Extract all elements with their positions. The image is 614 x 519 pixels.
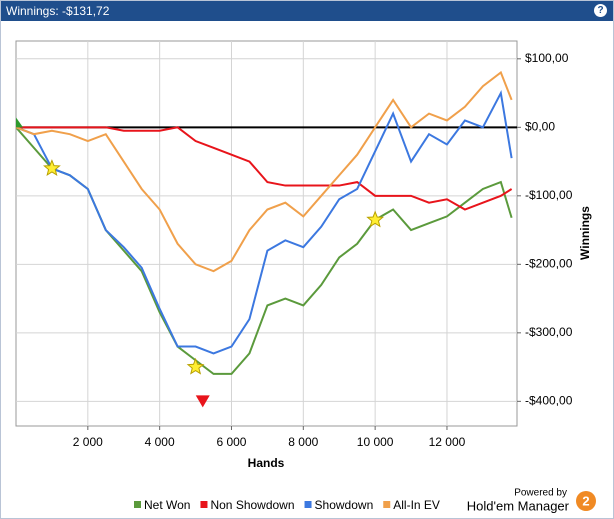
- y-tick-label: -$300,00: [525, 325, 573, 339]
- brand-badge-text: 2: [582, 493, 589, 508]
- y-tick-label: -$400,00: [525, 394, 573, 408]
- chart-title: Winnings: -$131,72: [6, 4, 110, 18]
- legend-label: All-In EV: [393, 498, 440, 512]
- legend-label: Net Won: [144, 498, 190, 512]
- powered-by: Powered by: [514, 488, 567, 499]
- x-tick-label: 12 000: [429, 435, 466, 449]
- legend-label: Non Showdown: [210, 498, 294, 512]
- y-tick-label: $0,00: [525, 119, 555, 133]
- help-button[interactable]: ?: [594, 4, 607, 17]
- brand-name: Hold'em Manager: [467, 498, 570, 513]
- x-tick-label: 6 000: [216, 435, 246, 449]
- marker-star: [186, 357, 205, 375]
- marker-star: [43, 159, 61, 176]
- brand-badge: [576, 491, 596, 511]
- x-tick-label: 8 000: [288, 435, 318, 449]
- x-axis-label: Hands: [248, 456, 285, 470]
- legend-swatch: [134, 501, 141, 508]
- series-line: [16, 126, 513, 211]
- series-line: [16, 70, 513, 273]
- y-tick-label: $100,00: [525, 51, 569, 65]
- x-tick-label: 10 000: [357, 435, 394, 449]
- marker-triangle-down: [195, 395, 210, 408]
- legend-swatch: [304, 501, 312, 508]
- x-tick-label: 4 000: [145, 435, 175, 449]
- y-axis-label: Winnings: [578, 206, 592, 260]
- series-line: [16, 89, 513, 355]
- marker-star: [366, 210, 385, 228]
- plot-area: [15, 40, 518, 427]
- legend-swatch: [200, 501, 208, 508]
- y-tick-label: -$200,00: [525, 256, 573, 270]
- y-tick-label: -$100,00: [525, 188, 573, 202]
- title-bar: Winnings: -$131,72 ?: [1, 1, 613, 21]
- x-tick-label: 2 000: [73, 435, 103, 449]
- chart: Hands Winnings Powered by Hold'em Manage…: [15, 40, 596, 513]
- marker-triangle-up: [16, 117, 23, 128]
- legend-label: Showdown: [315, 498, 374, 512]
- legend-swatch: [383, 501, 391, 508]
